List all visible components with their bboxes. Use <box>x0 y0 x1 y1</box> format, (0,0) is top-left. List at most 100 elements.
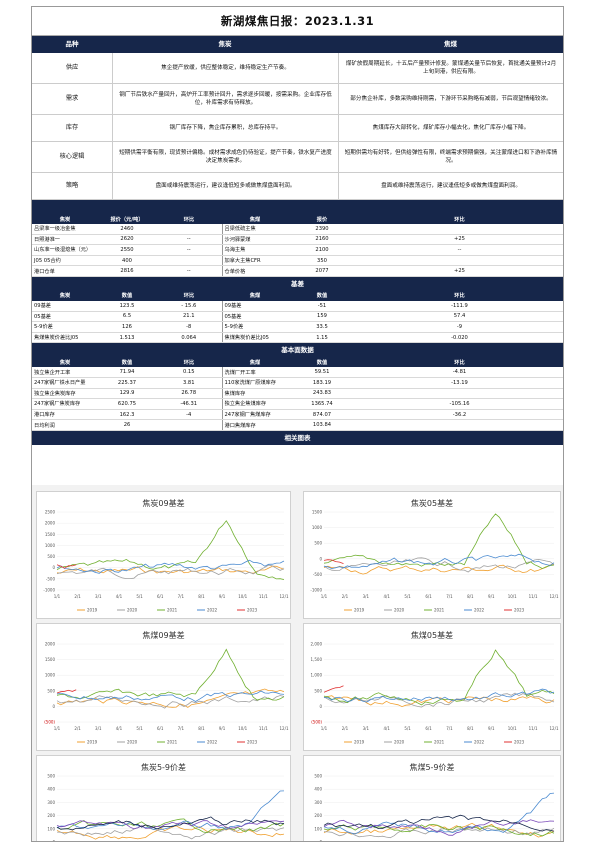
x-tick-label: 9/1 <box>219 594 226 599</box>
header-coke: 焦炭 <box>218 40 232 48</box>
chart-title: 焦炭05基差 <box>410 499 454 508</box>
legend-label: 2019 <box>354 608 365 613</box>
qualitative-table: 供应 焦企提产放缓，供应整体稳定，维持稳定生产节奏。 煤矿放假周期延长，十五后产量预… <box>32 53 563 200</box>
chart-panel: 焦煤09基差 2000 1500 1000 500 0 (500) 1/1 2/1 3/1 4/1 5… <box>36 623 291 751</box>
legend-label: 2020 <box>394 740 405 745</box>
table-row: 05基差 6.5 21.1 05基差 159 57.4 <box>32 311 563 323</box>
table-cell: 1.15 <box>288 332 356 344</box>
table-cell: 26.78 <box>156 388 223 400</box>
chart-panel: 焦煤5-9价差 500 400 300 200 100 0 <box>303 755 561 842</box>
x-tick-label: 5/1 <box>404 726 411 731</box>
x-tick-label: 7/1 <box>446 594 453 599</box>
series-line <box>323 559 344 564</box>
table-cell: +25 <box>356 234 563 246</box>
table-cell: 620.75 <box>98 398 156 410</box>
chart-svg: 2000 1500 1000 500 0 (500)1/1 2/1 3/1 4/1 5/1 6/1 7… <box>44 642 289 745</box>
coal-comment: 短期供需均有好转，但供给弹性有限，终端需求预期偏强，关注蒙煤进口和下游补库情况。 <box>344 150 558 164</box>
y-tick-label: 0 <box>319 704 322 709</box>
qualitative-row: 供应 焦企提产放缓，供应整体稳定，维持稳定生产节奏。 煤矿放假周期延长，十五后产量预… <box>32 53 563 84</box>
coal-comment: 焦煤库存大部转化，煤矿库存小幅去化，焦化厂库存小幅下降。 <box>372 125 530 131</box>
y-tick-label: 100 <box>314 826 322 831</box>
series-line <box>323 819 555 836</box>
legend-label: 2019 <box>87 608 98 613</box>
x-tick-label: 5/1 <box>404 594 411 599</box>
chart-title: 焦炭5-9价差 <box>140 763 187 772</box>
x-tick-label: 5/1 <box>136 726 143 731</box>
series-line <box>56 816 285 831</box>
x-tick-label: 10/1 <box>238 594 247 599</box>
x-tick-label: 3/1 <box>363 594 370 599</box>
x-tick-label: 1/1 <box>321 726 328 731</box>
table-cell: 400 <box>98 255 156 267</box>
table-cell: 港口库存 <box>32 409 98 421</box>
x-tick-label: 11/1 <box>529 594 538 599</box>
x-tick-label: 10/1 <box>508 726 517 731</box>
y-tick-label: (500) <box>44 720 55 725</box>
table-cell: 247家钢厂焦炭库存 <box>32 398 98 410</box>
y-tick-label: 1,000 <box>311 673 323 678</box>
legend-label: 2020 <box>127 608 138 613</box>
table-cell: 247家钢厂铁水日产量 <box>32 377 98 389</box>
column-header: 环比 <box>356 214 563 224</box>
table-cell: 3.81 <box>156 377 223 389</box>
table-cell: 0.064 <box>156 332 223 344</box>
table-cell: 山东准一级湿熄焦（元） <box>32 244 98 256</box>
table-cell <box>356 388 563 400</box>
header-variety: 品种 <box>65 40 79 48</box>
x-tick-label: 7/1 <box>178 594 185 599</box>
table-cell: -0.020 <box>356 332 563 344</box>
table-cell: 沙河驿蒙煤 <box>222 234 288 246</box>
qualitative-row: 库存 钢厂库存下降，焦企库存累积，总库存持平。 焦煤库存大部转化，煤矿库存小幅去化，… <box>32 115 563 142</box>
table-row: 247家钢厂焦炭库存 620.75 -46.31 独立焦企焦煤库存 1365.74 -10… <box>32 398 563 410</box>
x-tick-label: 12/1 <box>550 726 559 731</box>
table-row: 焦煤焦炭价差比J05 1.513 0.064 焦煤焦炭价差比J05 1.15 -0.020 <box>32 332 563 344</box>
table-cell: 独立焦企开工率 <box>32 367 98 378</box>
table-row: 吕梁准一级冶金焦 2460 吕梁低硫主焦 2390 <box>32 224 563 235</box>
report-frame: 新湖煤焦日报：2023.1.31 品种 焦炭 焦煤 供应 焦企提产放缓，供应整体稳… <box>31 6 564 842</box>
table-cell: 162.3 <box>98 409 156 421</box>
x-tick-label: 12/1 <box>280 726 289 731</box>
column-header: 报价 <box>288 214 356 224</box>
table-cell: -51 <box>288 300 356 312</box>
table-cell: 2160 <box>288 234 356 246</box>
legend-label: 2019 <box>354 740 365 745</box>
series-line <box>56 564 285 579</box>
coke-comment: 盘面或维持震荡运行，建议逢低短多或做焦煤盘面利润。 <box>113 173 339 199</box>
y-tick-label: 200 <box>47 813 55 818</box>
table-cell: 123.5 <box>98 300 156 312</box>
legend-label: 2023 <box>247 740 258 745</box>
coke-comment: 短期供需平衡有限，现货预计偏稳。成材需求成色仍待验证，提产节奏，铁水复产进度决定… <box>113 142 339 172</box>
legend-label: 2022 <box>207 608 218 613</box>
table-cell: 103.84 <box>288 419 356 431</box>
legend-label: 2020 <box>127 740 138 745</box>
table-cell: -9 <box>356 321 563 333</box>
charts-section-title: 相关图表 <box>32 430 563 445</box>
chart-title: 焦炭09基差 <box>142 499 185 508</box>
table-cell: -46.31 <box>156 398 223 410</box>
table-cell: 焦煤库存 <box>222 388 288 400</box>
y-tick-label: 300 <box>47 800 55 805</box>
table-cell: -- <box>156 234 223 246</box>
table-cell: 1.513 <box>98 332 156 344</box>
x-tick-label: 9/1 <box>219 726 226 731</box>
series-line <box>56 820 285 830</box>
x-tick-label: 8/1 <box>467 726 474 731</box>
series-line <box>323 513 555 570</box>
x-tick-label: 7/1 <box>446 726 453 731</box>
x-tick-label: 9/1 <box>488 726 495 731</box>
y-tick-label: 400 <box>314 787 322 792</box>
series-line <box>323 557 555 573</box>
x-tick-label: 11/1 <box>259 594 268 599</box>
y-tick-label: 500 <box>47 688 55 693</box>
table-cell: 5-9价差 <box>222 321 288 333</box>
y-tick-label: 500 <box>47 774 55 779</box>
series-line <box>323 824 555 837</box>
x-tick-label: 4/1 <box>116 726 123 731</box>
column-header: 焦炭 <box>32 290 98 301</box>
row-label: 策略 <box>32 173 113 199</box>
x-tick-label: 2/1 <box>342 594 349 599</box>
chart-svg: 500 400 300 200 100 0 <box>47 774 285 841</box>
legend-label: 2022 <box>474 608 485 613</box>
series-line <box>323 692 555 708</box>
y-tick-label: 0 <box>319 840 322 842</box>
